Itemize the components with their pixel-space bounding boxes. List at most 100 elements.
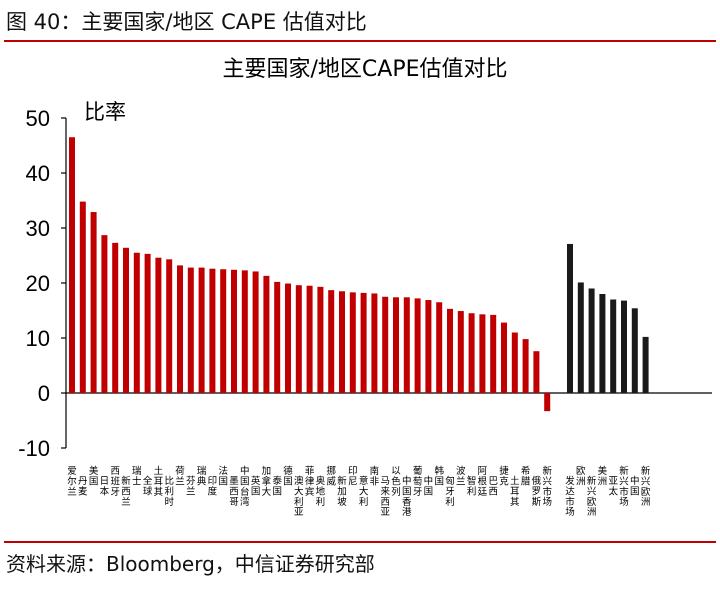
caption-rule [4,40,716,42]
bar-巴西 [490,314,497,393]
bar-中国 [425,300,432,393]
x-tick-label: 希腊 [521,465,531,487]
bar-欧洲 [577,282,584,393]
x-tick-label: 英国 [251,475,261,497]
x-tick-label: 挪威 [326,465,336,487]
x-tick-label: 瑞典 [197,465,207,487]
y-tick-label: 20 [26,271,50,296]
bar-全球 [144,253,151,393]
x-tick-label: 意大利 [359,475,369,508]
x-tick-label: 芬兰 [186,476,196,497]
y-tick-label: 10 [26,326,50,351]
chart-title: 主要国家/地区CAPE估值对比 [223,57,508,82]
bar-奥地利 [317,286,324,393]
x-tick-label: 中国 [630,475,640,497]
x-tick-label: 西班牙 [110,466,120,498]
x-tick-label: 印尼 [348,465,358,487]
bar-智利 [468,313,475,393]
x-tick-label: 南非 [370,465,380,487]
bar-荷兰 [177,265,183,393]
x-tick-label: 加拿大 [262,466,272,498]
source-note: 资料来源：Bloomberg，中信证券研究部 [6,552,375,576]
x-tick-label: 匈牙利 [445,475,455,508]
bar-葡萄牙 [414,298,421,393]
x-tick-label: 智利 [467,475,477,497]
y-tick-label: 40 [26,161,50,186]
bar-加拿大 [263,275,270,393]
bar-南非 [371,293,378,393]
bar-墨西哥 [231,269,237,393]
x-tick-label: 奥地利 [316,475,326,508]
bar-英国 [252,271,259,393]
bar-菲律宾 [306,285,313,393]
bar-澳大利亚 [295,285,302,393]
x-tick-label: 中国台湾 [240,465,250,508]
bar-中国 [631,308,638,393]
bar-亚太 [610,299,617,393]
x-tick-label: 马来西亚 [380,476,390,518]
x-tick-label: 日本 [100,476,110,497]
y-tick-label: 30 [26,216,50,241]
bar-美洲 [599,294,606,393]
bar-西班牙 [112,242,119,393]
x-tick-label: 土耳其 [154,465,164,498]
x-tick-label: 美国 [89,465,99,487]
x-tick-label: 俄罗斯 [532,475,542,508]
x-tick-label: 葡萄牙 [413,465,423,498]
x-tick-label: 捷克 [499,465,509,487]
x-tick-label: 德国 [283,465,293,487]
x-tick-label: 菲律宾 [305,465,315,498]
bar-日本 [101,235,108,393]
bar-新西兰 [123,247,129,393]
bar-发达市场 [567,243,573,393]
x-tick-label: 法国 [218,465,228,487]
x-tick-label: 新兴欧洲 [587,475,597,518]
bar-瑞典 [198,267,205,393]
bar-新加坡 [339,291,345,393]
bar-印度 [209,268,216,393]
x-tick-label: 澳大利亚 [294,475,304,518]
x-tick-label: 美洲 [598,465,608,487]
bar-希腊 [522,339,529,393]
x-tick-label: 巴西 [488,476,498,497]
bar-阿根廷 [479,314,486,393]
x-tick-label: 新兴市场 [542,465,552,508]
x-tick-label: 发达市场 [565,475,575,518]
x-tick-label: 欧洲 [576,465,586,487]
y-axis-label: 比率 [84,100,126,124]
bar-新兴市场 [621,300,627,393]
x-tick-label: 丹麦 [78,476,88,497]
bar-中国香港 [403,297,410,393]
y-tick-label: -10 [18,436,50,461]
bar-新兴欧洲 [642,336,649,393]
x-tick-label: 爱尔兰 [67,465,77,498]
x-tick-label: 亚太 [608,476,618,497]
bar-印尼 [349,292,356,393]
bar-挪威 [328,290,335,393]
x-tick-label: 比利时 [164,475,174,508]
bar-美国 [90,212,97,393]
bar-新兴市场 [544,393,551,412]
x-tick-label: 土耳其 [510,475,520,508]
bar-波兰 [457,311,464,393]
source-rule [4,541,716,543]
x-tick-label: 波兰 [456,465,466,487]
bar-匈牙利 [447,308,453,393]
bar-马来西亚 [382,296,389,393]
x-tick-label: 印度 [208,475,218,497]
x-tick-label: 阿根廷 [478,466,488,498]
bar-意大利 [360,292,367,393]
x-tick-label: 中国香港 [402,475,412,518]
x-tick-label: 新加坡 [337,475,347,508]
bar-泰国 [274,281,281,393]
bar-德国 [285,283,291,393]
bar-俄罗斯 [533,351,540,393]
x-tick-label: 瑞士 [132,465,142,487]
bar-瑞士 [133,252,140,393]
y-tick-label: 50 [26,106,50,131]
bar-土耳其 [155,257,162,393]
x-tick-label: 以色列 [391,466,401,498]
x-tick-label: 新兴欧洲 [641,465,651,508]
bar-以色列 [393,297,399,393]
bar-比利时 [166,259,173,393]
